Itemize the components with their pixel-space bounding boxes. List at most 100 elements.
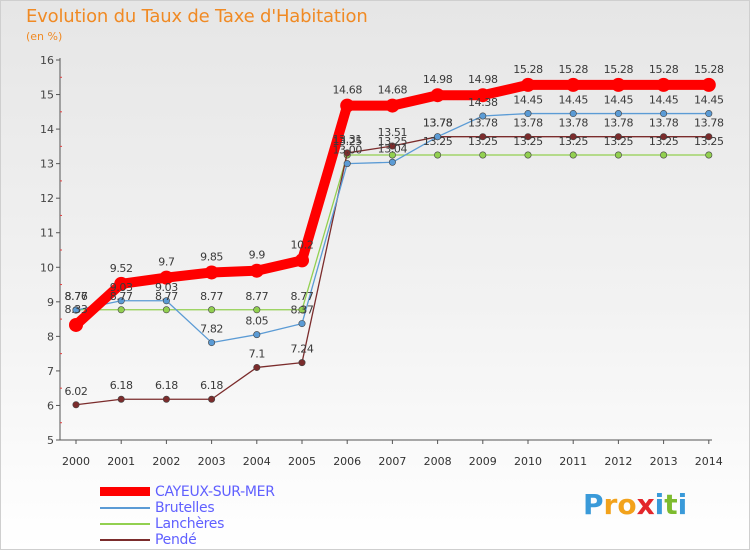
data-point xyxy=(162,306,170,314)
data-point xyxy=(253,331,261,339)
data-point xyxy=(72,401,80,409)
logo-letter: i xyxy=(654,488,665,521)
data-point xyxy=(208,306,216,314)
y-unit-label: (en %) xyxy=(26,30,63,43)
data-label: 15.28 xyxy=(513,63,543,76)
y-tick-label: 16 xyxy=(40,54,54,67)
logo-letter: i xyxy=(677,488,688,521)
legend-item: CAYEUX-SUR-MER xyxy=(100,484,340,500)
data-label: 6.18 xyxy=(200,379,223,392)
data-label: 13.04 xyxy=(378,142,408,155)
data-label: 8.77 xyxy=(200,290,223,303)
data-label: 8.77 xyxy=(65,290,88,303)
data-label: 9.03 xyxy=(110,281,133,294)
legend-swatch xyxy=(100,523,150,525)
legend-label: Lanchères xyxy=(155,516,225,532)
data-point xyxy=(162,395,170,403)
x-tick-label: 2011 xyxy=(559,455,587,468)
data-label: 13.25 xyxy=(423,135,453,148)
data-point xyxy=(524,151,532,159)
data-point xyxy=(614,151,622,159)
data-label: 7.1 xyxy=(249,347,265,360)
data-label: 15.28 xyxy=(558,63,588,76)
data-point xyxy=(566,77,581,92)
legend-label: CAYEUX-SUR-MER xyxy=(155,484,275,500)
legend-swatch xyxy=(100,507,150,509)
logo-letter: x xyxy=(636,488,655,521)
data-point xyxy=(569,110,577,118)
y-tick-label: 10 xyxy=(40,261,54,274)
data-point xyxy=(343,160,351,168)
data-point xyxy=(614,110,622,118)
legend: CAYEUX-SUR-MER Brutelles Lanchères Pendé xyxy=(100,484,340,548)
data-point xyxy=(117,297,125,305)
chart-title: Evolution du Taux de Taxe d'Habitation xyxy=(26,6,368,27)
series-line-pend- xyxy=(75,136,710,406)
data-point xyxy=(253,363,261,371)
data-label: 14.45 xyxy=(558,94,588,107)
data-label: 14.45 xyxy=(694,94,724,107)
data-point xyxy=(208,339,216,347)
legend-label: Brutelles xyxy=(155,500,215,516)
data-point xyxy=(479,151,487,159)
logo-letter: t xyxy=(664,488,678,521)
data-point xyxy=(385,98,400,113)
data-point xyxy=(479,112,487,120)
data-label: 15.28 xyxy=(604,63,634,76)
x-tick-label: 2008 xyxy=(424,455,452,468)
data-label: 13.78 xyxy=(649,117,679,130)
data-point xyxy=(343,149,351,157)
data-label: 8.05 xyxy=(245,315,268,328)
y-tick-label: 15 xyxy=(40,89,54,102)
data-label: 13.25 xyxy=(649,135,679,148)
data-label: 13.78 xyxy=(513,117,543,130)
data-label: 14.45 xyxy=(649,94,679,107)
data-point xyxy=(298,306,306,314)
data-label: 14.68 xyxy=(332,84,362,97)
legend-label: Pendé xyxy=(155,532,197,548)
data-label: 14.45 xyxy=(513,94,543,107)
data-label: 8.76 xyxy=(65,290,88,303)
data-label: 8.33 xyxy=(65,303,88,316)
data-label: 14.45 xyxy=(604,94,634,107)
data-point xyxy=(253,306,261,314)
data-label: 13.78 xyxy=(468,117,498,130)
y-tick-label: 14 xyxy=(40,123,54,136)
data-label: 13.25 xyxy=(332,135,362,148)
data-point xyxy=(479,133,487,141)
data-label: 13.00 xyxy=(332,144,362,157)
data-label: 13.25 xyxy=(604,135,634,148)
data-point xyxy=(204,265,219,280)
data-point xyxy=(611,77,626,92)
data-point xyxy=(208,395,216,403)
data-label: 9.9 xyxy=(249,249,266,262)
y-tick-label: 7 xyxy=(47,365,54,378)
data-point xyxy=(524,110,532,118)
data-point xyxy=(614,133,622,141)
data-point xyxy=(660,151,668,159)
data-point xyxy=(117,395,125,403)
x-tick-label: 2009 xyxy=(469,455,497,468)
data-point xyxy=(434,133,442,141)
x-tick-label: 2005 xyxy=(288,455,316,468)
data-label: 8.77 xyxy=(155,290,178,303)
data-point xyxy=(388,151,396,159)
data-label: 13.31 xyxy=(332,133,362,146)
x-tick-label: 2004 xyxy=(243,455,271,468)
x-tick-label: 2012 xyxy=(604,455,632,468)
logo-letter: r xyxy=(603,488,618,521)
x-tick-label: 2002 xyxy=(152,455,180,468)
data-label: 13.25 xyxy=(468,135,498,148)
data-label: 8.37 xyxy=(291,304,314,317)
x-tick-label: 2006 xyxy=(333,455,361,468)
y-tick-label: 5 xyxy=(47,434,54,447)
data-label: 13.78 xyxy=(694,117,724,130)
data-point xyxy=(705,151,713,159)
data-point xyxy=(701,77,716,92)
data-label: 13.25 xyxy=(694,135,724,148)
data-label: 9.7 xyxy=(158,256,175,269)
x-tick-label: 2003 xyxy=(198,455,226,468)
y-tick-label: 11 xyxy=(40,227,54,240)
